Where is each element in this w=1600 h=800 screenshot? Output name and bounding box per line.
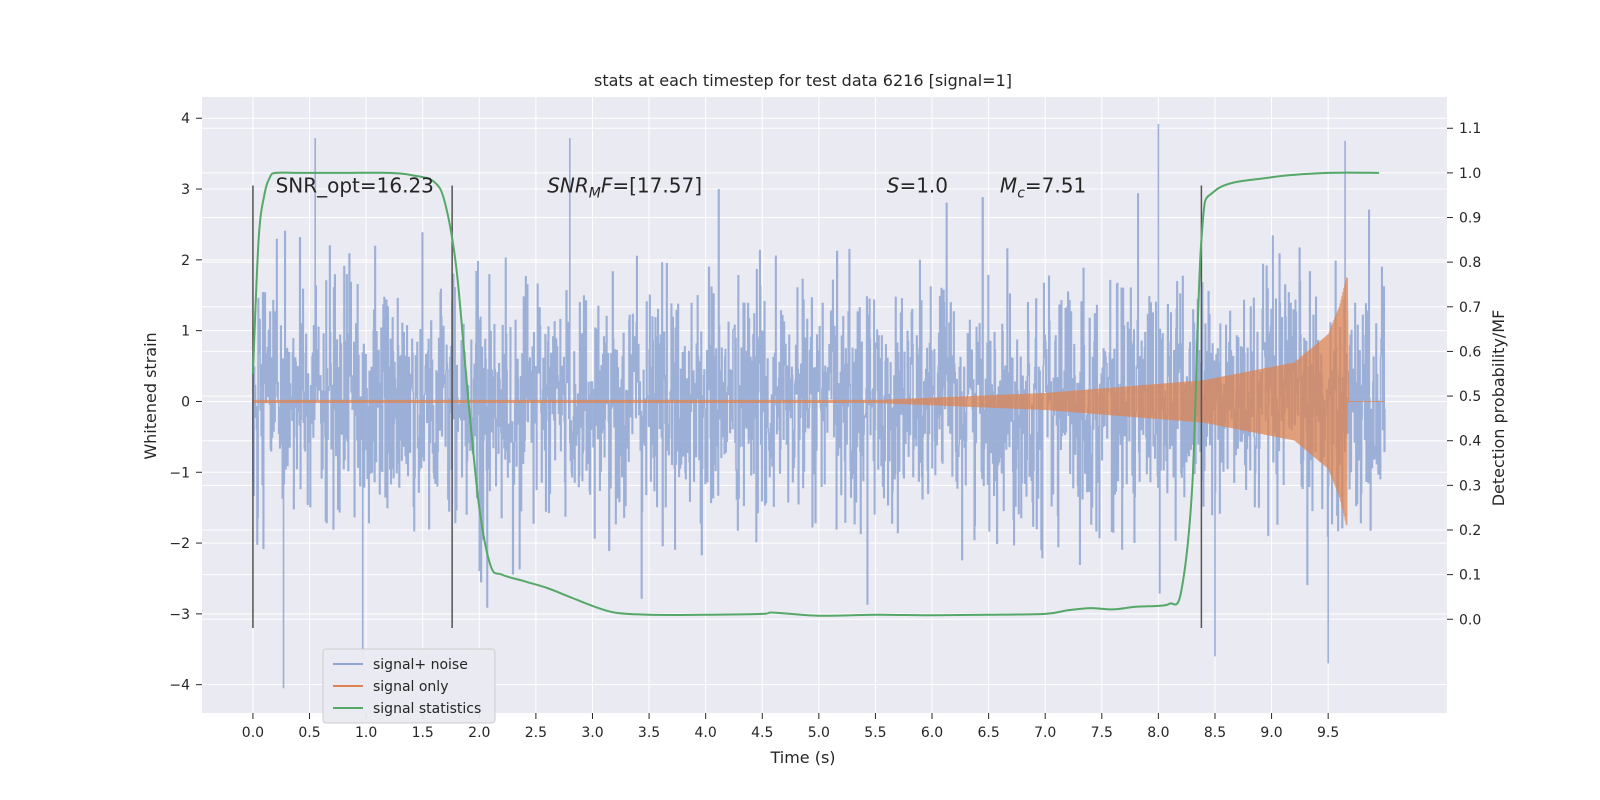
y2-tick-label: 0.5 — [1459, 389, 1481, 405]
legend: signal+ noise signal only signal statistic… — [322, 648, 496, 724]
y-tick-label: 4 — [181, 111, 190, 127]
x-tick-label: 8.0 — [1147, 725, 1169, 741]
y2-tick-label: 0.3 — [1459, 478, 1481, 494]
y2-tick-label: 0.9 — [1459, 211, 1481, 227]
y2-tick-label: 0.8 — [1459, 255, 1481, 271]
x-tick-label: 0.0 — [242, 725, 264, 741]
x-tick-label: 2.0 — [468, 725, 490, 741]
x-tick-label: 0.5 — [298, 725, 320, 741]
y-tick-label: −3 — [169, 607, 190, 623]
x-tick-label: 6.0 — [921, 725, 943, 741]
legend-box — [322, 648, 496, 724]
y2-tick-label: 0.2 — [1459, 523, 1481, 539]
x-tick-label: 4.5 — [751, 725, 773, 741]
x-tick-label: 6.5 — [977, 725, 999, 741]
y2-tick-label: 0.6 — [1459, 344, 1481, 360]
chart-title: stats at each timestep for test data 621… — [594, 71, 1012, 90]
annotation-s: S=1.0 — [887, 174, 948, 198]
y2-tick-label: 1.1 — [1459, 121, 1481, 137]
x-tick-label: 9.5 — [1317, 725, 1339, 741]
x-tick-label: 4.0 — [695, 725, 717, 741]
y2-tick-label: 1.0 — [1459, 166, 1481, 182]
y-tick-label: −1 — [169, 465, 190, 481]
x-tick-label: 8.5 — [1204, 725, 1226, 741]
x-tick-label: 5.0 — [808, 725, 830, 741]
y-axis-label: Whitened strain — [141, 332, 160, 459]
x-tick-label: 3.0 — [581, 725, 603, 741]
y2-tick-label: 0.7 — [1459, 300, 1481, 316]
annotation-snr-mf: SNRMF=[17.57] — [547, 174, 702, 202]
y-tick-label: 2 — [181, 253, 190, 269]
x-tick-label: 9.0 — [1260, 725, 1282, 741]
y2-tick-label: 0.1 — [1459, 568, 1481, 584]
annotation-mc: Mc=7.51 — [1000, 174, 1086, 202]
x-tick-label: 3.5 — [638, 725, 660, 741]
series-signal-only — [252, 277, 1385, 526]
y-tick-label: 3 — [181, 182, 190, 198]
y2-tick-label: 0.0 — [1459, 612, 1481, 628]
legend-label: signal statistics — [373, 701, 481, 717]
plot-area: 0.0 0.5 1.0 1.5 2.0 2.5 3.0 3.5 4.0 4.5 5.0 5.5 6.0 6… — [169, 97, 1481, 741]
y-tick-label: 1 — [181, 324, 190, 340]
y2-axis-label: Detection probability/MF — [1489, 310, 1508, 507]
annotation-snr-opt: SNR_opt=16.23 — [276, 174, 434, 198]
x-tick-label: 1.0 — [355, 725, 377, 741]
x-tick-label: 7.0 — [1034, 725, 1056, 741]
x-tick-label: 1.5 — [412, 725, 434, 741]
series-signal-statistics — [251, 171, 1380, 617]
x-tick-label: 7.5 — [1091, 725, 1113, 741]
y-tick-label: −2 — [169, 536, 190, 552]
legend-label: signal+ noise — [373, 657, 468, 673]
y-tick-label: 0 — [181, 394, 190, 410]
x-tick-label: 2.5 — [525, 725, 547, 741]
x-axis-label: Time (s) — [769, 748, 835, 767]
legend-label: signal only — [373, 679, 448, 695]
x-tick-label: 5.5 — [864, 725, 886, 741]
y2-tick-label: 0.4 — [1459, 434, 1481, 450]
y-tick-label: −4 — [169, 678, 190, 694]
